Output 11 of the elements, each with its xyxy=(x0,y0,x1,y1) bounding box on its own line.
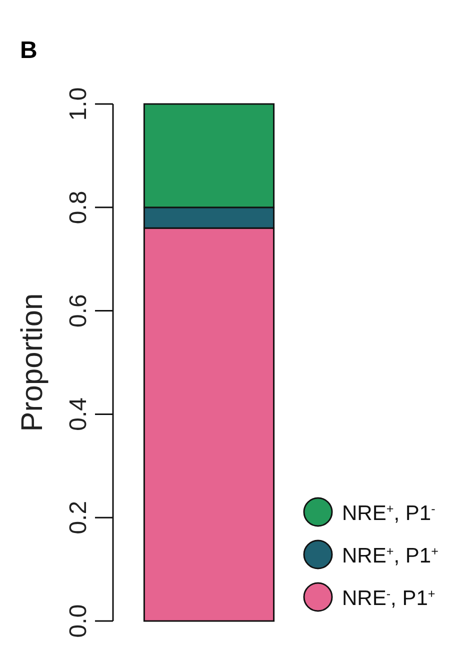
y-tick-label: 0.8 xyxy=(65,190,92,224)
y-tick-label: 0.4 xyxy=(65,398,92,431)
chart-title: B xyxy=(20,37,38,64)
y-tick-label: 0.2 xyxy=(65,500,92,534)
legend-label: NRE$^{+}$, P1$^{+}$ xyxy=(342,544,438,568)
y-tick-label: 1.0 xyxy=(65,87,92,121)
legend-label: NRE$^{+}$, P1$^{-}$ xyxy=(342,502,436,525)
y-tick-label: 0.6 xyxy=(65,294,92,328)
legend-label: NRE$^{-}$, P1$^{+}$ xyxy=(342,587,436,610)
y-tick-label: 0.0 xyxy=(65,604,92,638)
y-axis-title: Proportion xyxy=(16,293,49,432)
